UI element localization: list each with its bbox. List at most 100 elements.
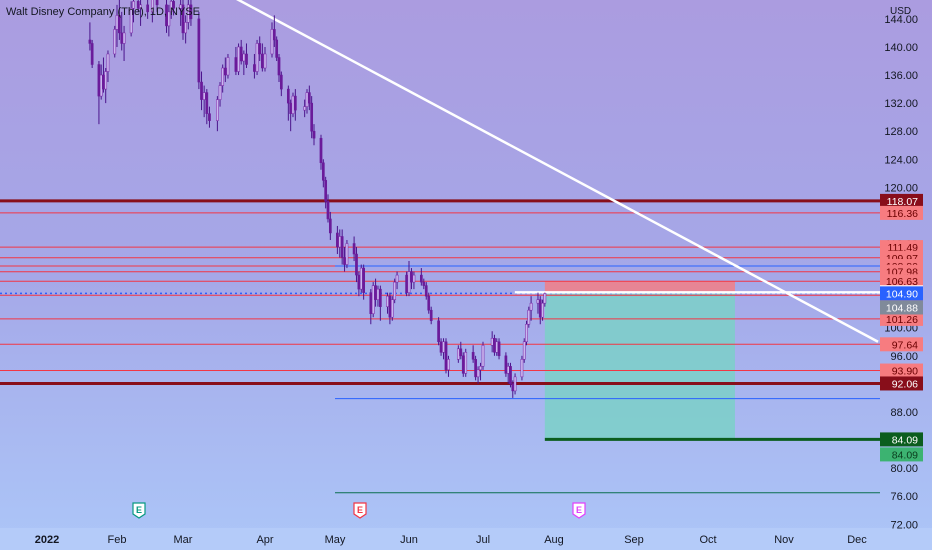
candle-body: [388, 295, 392, 318]
candle-body: [362, 267, 365, 293]
level-price-label-10: 93.90: [892, 366, 918, 378]
target-price-label: 84.09: [892, 434, 918, 446]
candle-body: [379, 288, 382, 307]
level-price-label-8-bg: [880, 311, 923, 326]
earnings-marker[interactable]: [132, 502, 146, 519]
candle-body: [479, 366, 482, 371]
candle-body: [205, 92, 209, 114]
candle-body: [407, 271, 411, 293]
candle-body: [541, 302, 544, 318]
y-tick-label: 96.00: [890, 351, 918, 363]
candle-body: [357, 274, 361, 290]
candle-body: [464, 352, 468, 374]
current-price-label-bg: [880, 300, 923, 315]
candle-body: [386, 295, 389, 307]
candle-body: [439, 341, 443, 353]
candle-body: [97, 64, 101, 97]
candle-body: [321, 162, 325, 181]
candle-body: [324, 180, 328, 202]
candle-body: [223, 67, 227, 76]
target-price-label-2-bg: [880, 447, 923, 462]
current-price-label: 104.88: [886, 302, 918, 314]
candle-body: [471, 352, 475, 360]
y-tick-label: 80.00: [890, 463, 918, 475]
candle-body: [509, 366, 512, 385]
candle-body: [444, 341, 448, 371]
y-tick-label: 128.00: [884, 126, 918, 138]
y-tick-label: 136.00: [884, 70, 918, 82]
x-tick-label: Jun: [400, 534, 418, 546]
candle-body: [538, 299, 542, 318]
level-price-label-11-bg: [880, 376, 923, 391]
candle-body: [189, 4, 193, 20]
candle-body: [255, 43, 259, 72]
candle-body: [216, 99, 219, 121]
candle-body: [99, 74, 103, 97]
y-tick-label: 76.00: [890, 491, 918, 503]
candle-body: [493, 338, 496, 353]
candle-body: [459, 348, 463, 357]
y-tick-label: 124.00: [884, 154, 918, 166]
y-tick-label: 72.00: [890, 519, 918, 531]
level-price-label-10-bg: [880, 363, 923, 378]
y-tick-label: 88.00: [890, 407, 918, 419]
candle-body: [310, 102, 314, 132]
candle-body: [336, 232, 339, 248]
level-price-label-2-bg: [880, 240, 923, 255]
candle-body: [395, 274, 399, 283]
candle-body: [376, 288, 380, 300]
level-price-label-6: 106.63: [886, 276, 918, 288]
candle-body: [202, 92, 206, 100]
candle-body: [139, 4, 142, 9]
candle-body: [286, 88, 290, 104]
candle-body: [437, 320, 440, 343]
candle-body: [340, 236, 344, 258]
last-price-label: 104.90: [886, 288, 918, 300]
candle-body: [200, 81, 203, 100]
candle-body: [369, 292, 373, 314]
candle-body: [390, 299, 394, 318]
level-price-label-6-bg: [880, 274, 923, 289]
position-target-zone[interactable]: [544, 293, 735, 440]
candle-body: [319, 137, 323, 164]
candle-body: [132, 1, 135, 9]
candle-body: [495, 341, 499, 353]
candle-body: [208, 113, 211, 121]
candle-body: [106, 53, 110, 72]
candle-body: [270, 29, 274, 55]
candle-body: [522, 341, 526, 360]
earnings-marker-label: E: [357, 505, 363, 515]
level-price-label-8: 101.26: [886, 314, 918, 326]
level-price-label-1: 116.36: [887, 208, 918, 220]
candle-body: [422, 281, 426, 286]
candle-body: [291, 95, 295, 114]
candle-body: [120, 32, 124, 44]
earnings-marker[interactable]: [572, 502, 586, 519]
trend-line[interactable]: [228, 0, 879, 343]
earnings-marker[interactable]: [353, 502, 367, 519]
candle-body: [118, 15, 121, 34]
candle-body: [226, 57, 230, 76]
candle-body: [113, 29, 117, 55]
x-tick-label: Dec: [847, 534, 867, 546]
candle-body: [184, 22, 187, 34]
x-tick-label: 2022: [35, 534, 59, 546]
candle-body: [258, 43, 262, 55]
candle-body: [374, 285, 377, 300]
x-tick-label: Feb: [108, 534, 127, 546]
candle-body: [412, 274, 416, 283]
earnings-marker-label: E: [136, 505, 142, 515]
candle-body: [525, 323, 528, 343]
candle-body: [490, 338, 494, 346]
candle-body: [277, 57, 281, 76]
symbol-title: Walt Disney Company (The), 1D, NYSE: [6, 6, 200, 18]
candle-body: [237, 46, 240, 72]
candle-body: [151, 0, 154, 13]
candle-body: [345, 243, 349, 265]
target-price-label-bg: [880, 432, 923, 447]
candle-body: [527, 309, 531, 325]
candle-body: [305, 92, 309, 107]
position-stop-zone[interactable]: [544, 281, 735, 294]
